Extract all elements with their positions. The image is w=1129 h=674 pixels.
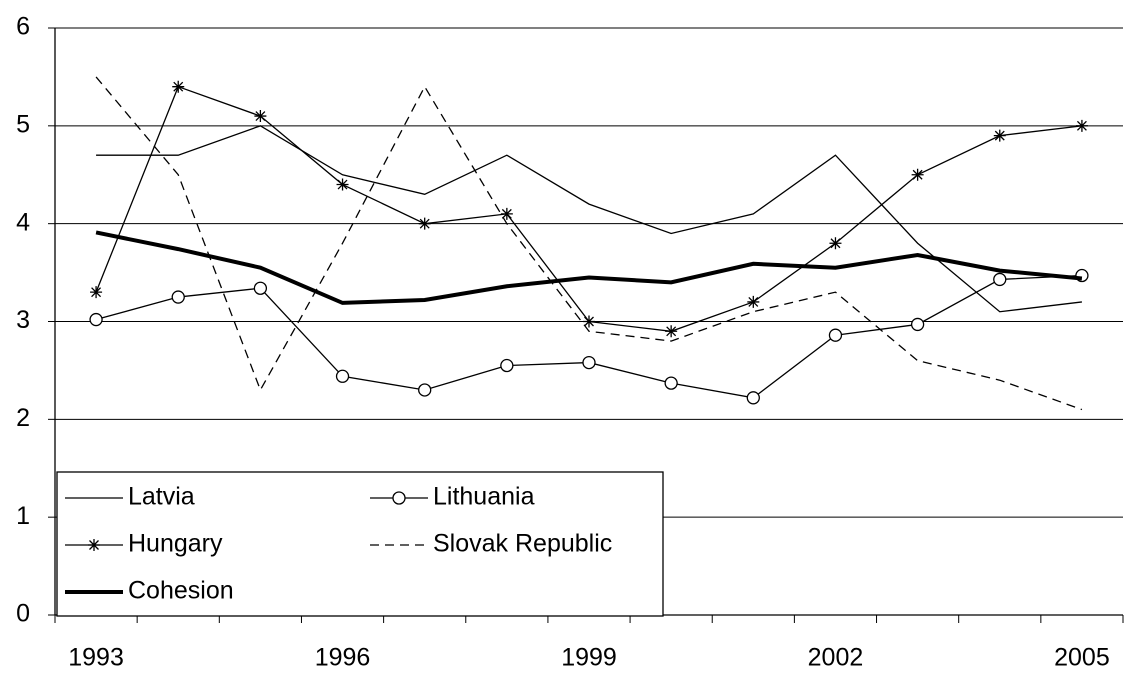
point-marker — [1075, 119, 1088, 132]
series-line — [96, 125, 1082, 313]
series-line — [95, 76, 1083, 411]
point-marker — [583, 315, 595, 328]
legend-box — [56, 471, 664, 617]
point-marker — [993, 129, 1006, 142]
point-marker — [418, 217, 431, 230]
legend-label: Latvia — [128, 483, 195, 511]
y-tick-label: 2 — [16, 404, 30, 432]
point-marker — [171, 290, 185, 304]
legend-label: Hungary — [128, 530, 223, 558]
series-line — [95, 230, 1083, 305]
point-marker — [500, 358, 514, 373]
point-marker — [418, 383, 432, 397]
point-marker — [829, 237, 842, 250]
x-tick-label: 2005 — [1054, 644, 1110, 672]
point-marker — [254, 110, 267, 123]
y-tick-label: 1 — [16, 502, 30, 530]
point-marker — [89, 312, 103, 327]
legend-label: Slovak Republic — [433, 530, 612, 558]
y-tick-label: 4 — [16, 208, 30, 236]
series-line — [95, 274, 1082, 399]
legend-label: Cohesion — [128, 577, 234, 605]
point-marker — [665, 325, 678, 338]
x-tick-label: 2002 — [808, 644, 864, 672]
series-line — [95, 85, 1082, 332]
y-tick-label: 3 — [16, 306, 30, 334]
x-tick-label: 1999 — [561, 644, 617, 672]
point-marker — [828, 328, 843, 342]
point-marker — [664, 376, 678, 390]
point-marker — [910, 317, 925, 332]
legend-label: Lithuania — [433, 483, 535, 511]
y-tick-label: 0 — [16, 600, 30, 628]
point-marker — [993, 272, 1007, 287]
y-tick-label: 6 — [16, 13, 30, 41]
point-marker — [90, 286, 103, 299]
x-tick-label: 1993 — [68, 644, 124, 672]
legend-marker — [392, 491, 406, 505]
y-tick-label: 5 — [16, 110, 30, 138]
point-marker — [172, 80, 185, 93]
point-marker — [335, 369, 350, 383]
point-marker — [746, 391, 760, 405]
x-tick-label: 1996 — [315, 644, 371, 672]
point-marker — [253, 281, 268, 295]
point-marker — [336, 178, 349, 191]
legend-marker — [88, 539, 100, 551]
point-marker — [911, 168, 924, 181]
point-marker — [500, 207, 513, 220]
point-marker — [747, 295, 760, 308]
point-marker — [582, 355, 596, 370]
